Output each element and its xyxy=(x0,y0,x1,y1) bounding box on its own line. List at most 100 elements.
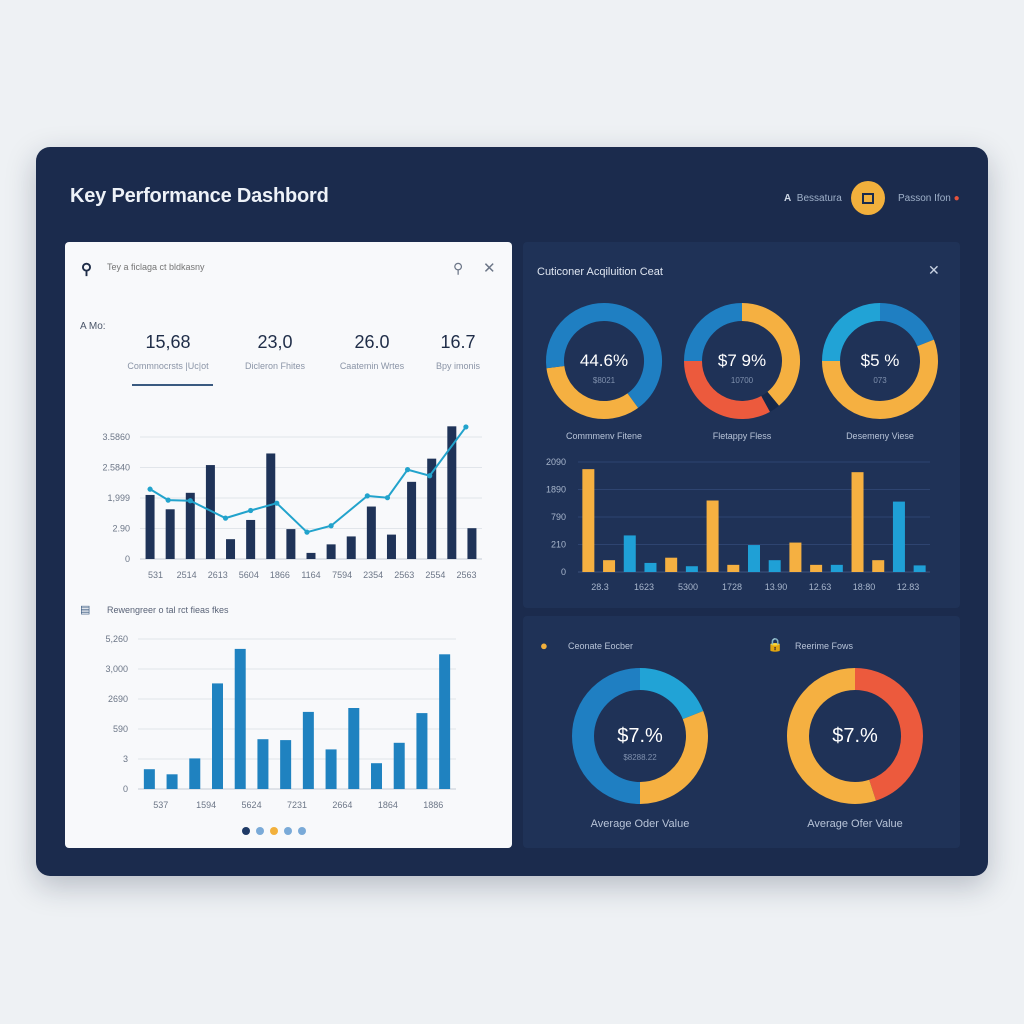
y-tick-label: 1,999 xyxy=(107,493,130,503)
trend-point xyxy=(248,507,254,514)
x-tick-label: 2563 xyxy=(456,570,476,580)
kpi-label: Caatemin Wrtes xyxy=(339,361,405,371)
pagination-dot[interactable] xyxy=(242,827,250,835)
pagination-dot[interactable] xyxy=(256,827,264,835)
bar xyxy=(234,648,246,789)
avatar[interactable] xyxy=(851,181,885,215)
user-icon: A xyxy=(784,193,792,204)
search-input[interactable] xyxy=(107,262,407,272)
bar xyxy=(789,542,802,572)
bar xyxy=(143,769,155,789)
y-tick-label: 0 xyxy=(125,554,130,564)
donut-center-value: 44.6% xyxy=(579,351,629,370)
bar xyxy=(603,560,616,572)
x-tick-label: 1623 xyxy=(634,582,654,592)
bar xyxy=(748,545,760,572)
bar xyxy=(257,739,269,789)
bar xyxy=(407,481,417,559)
trend-point xyxy=(222,515,229,521)
header-menu[interactable]: Passon Ifon ● xyxy=(898,193,960,204)
donut-center-sub: $8288.22 xyxy=(623,753,657,762)
donut-segment xyxy=(787,668,876,804)
trend-point xyxy=(304,529,310,535)
pagination[interactable] xyxy=(239,822,309,840)
bar xyxy=(665,557,678,572)
trend-point xyxy=(364,493,370,499)
acquisition-cost-panel: Cuticoner Acqiluition Ceat ✕ xyxy=(523,242,960,608)
y-tick-label: 210 xyxy=(551,540,566,550)
x-tick-label: 5300 xyxy=(678,582,698,592)
bar xyxy=(280,740,292,789)
active-tab-underline xyxy=(132,384,213,386)
image-icon xyxy=(862,192,874,204)
close-icon[interactable]: ✕ xyxy=(928,262,940,278)
y-tick-label: 0 xyxy=(561,567,566,577)
bar xyxy=(439,654,451,789)
kpi-tab-0[interactable]: 15,68 Commnocrsts |Uc|ot xyxy=(123,332,218,371)
section-icon: ▤ xyxy=(80,604,91,616)
x-tick-label: 1594 xyxy=(196,800,216,810)
kpi-value: 15,68 xyxy=(145,332,191,352)
donut-segment xyxy=(684,303,743,362)
x-tick-label: 2554 xyxy=(425,570,445,580)
trend-point xyxy=(187,498,193,504)
x-tick-label: 1866 xyxy=(270,570,290,580)
x-tick-label: 537 xyxy=(153,800,168,810)
bar xyxy=(706,500,719,572)
search-icon[interactable]: ⚲ xyxy=(81,261,92,278)
donut-segment xyxy=(546,303,605,369)
x-tick-label: 5604 xyxy=(239,570,259,580)
x-tick-label: 12.83 xyxy=(897,582,920,592)
donut-segment xyxy=(854,668,923,801)
donut-center-value: $7.% xyxy=(832,725,878,747)
bar xyxy=(145,494,155,559)
bar xyxy=(872,560,885,572)
kpi-tab-1[interactable]: 23,0 Dicleron Fhites xyxy=(230,332,325,371)
x-tick-label: 7231 xyxy=(287,800,307,810)
trend-point xyxy=(274,500,280,506)
x-tick-label: 2514 xyxy=(177,570,197,580)
donut-segment xyxy=(822,303,881,362)
donut-segment xyxy=(822,339,938,419)
pagination-dot[interactable] xyxy=(270,827,278,835)
bar xyxy=(346,536,356,559)
y-tick-label: 1890 xyxy=(546,485,566,495)
donut-center-value: $7 9% xyxy=(717,351,767,370)
page-title: Key Performance Dashbord xyxy=(70,185,329,207)
x-tick-label: 1886 xyxy=(423,800,443,810)
donut-center-sub: 073 xyxy=(873,376,887,385)
search-icon[interactable]: ⚲ xyxy=(453,260,464,276)
x-tick-label: 2613 xyxy=(208,570,228,580)
y-tick-label: 2690 xyxy=(108,694,128,704)
kpi-tab-2[interactable]: 26.0 Caatemin Wrtes xyxy=(327,332,422,371)
bar xyxy=(416,713,428,789)
x-tick-label: 13.90 xyxy=(765,582,788,592)
donut-label: Average Ofer Value xyxy=(807,818,903,830)
bar xyxy=(205,465,215,559)
bar xyxy=(348,708,360,789)
donut-center-sub: $8021 xyxy=(592,376,616,385)
pagination-dot[interactable] xyxy=(284,827,292,835)
bar xyxy=(830,564,843,572)
donut-segment xyxy=(741,303,800,406)
kpi-value: 16.7 xyxy=(440,332,476,352)
bar xyxy=(644,562,657,572)
close-icon[interactable]: ✕ xyxy=(483,260,496,277)
y-tick-label: 5,260 xyxy=(105,634,128,644)
bar xyxy=(892,501,905,572)
bar xyxy=(768,560,781,572)
x-tick-label: 28.3 xyxy=(591,582,609,592)
y-tick-label: 0 xyxy=(123,784,128,794)
bar xyxy=(302,711,314,789)
pagination-dot[interactable] xyxy=(298,827,306,835)
donut-segment xyxy=(761,391,779,412)
user-menu[interactable]: A Bessatura xyxy=(784,193,842,204)
x-tick-label: 1864 xyxy=(378,800,398,810)
panel-subtitle: Reerime Fows xyxy=(795,641,854,651)
trend-line xyxy=(149,426,467,534)
kpi-tab-3[interactable]: 16.7 Bpy imonis xyxy=(413,332,508,371)
kpi-value: 23,0 xyxy=(257,332,293,352)
x-tick-label: 2664 xyxy=(332,800,352,810)
donut-segment xyxy=(639,710,708,804)
